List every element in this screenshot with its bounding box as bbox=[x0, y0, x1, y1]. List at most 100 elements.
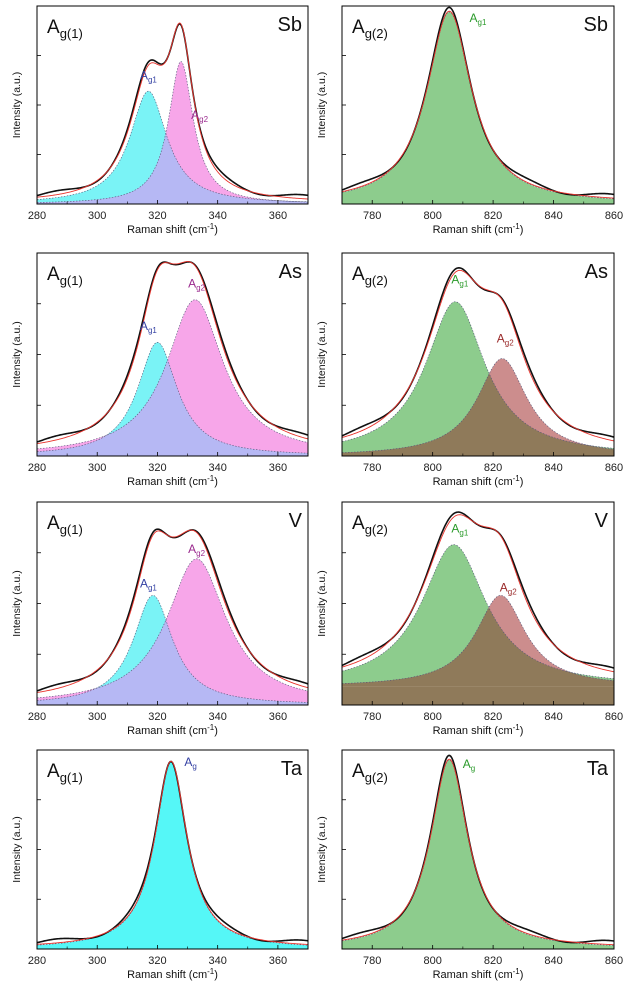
component-outline-g1 bbox=[342, 544, 614, 679]
x-tick-label: 840 bbox=[544, 955, 562, 967]
peak-label-g1: Ag1 bbox=[470, 11, 487, 27]
peak-label-g2: Ag2 bbox=[500, 580, 517, 596]
x-tick-label: 340 bbox=[208, 711, 226, 723]
panel-ta-ag1: 280 300 320 340 360 Raman shift (cm-1) Intensi… bbox=[11, 749, 309, 981]
component-outline-g2 bbox=[342, 358, 614, 453]
component-outline-g2 bbox=[37, 299, 308, 450]
x-tick-label: 820 bbox=[484, 955, 502, 967]
x-tick-label: 860 bbox=[605, 462, 623, 474]
y-axis-label: Intensity (a.u.) bbox=[11, 72, 23, 139]
y-axis-label: Intensity (a.u.) bbox=[316, 72, 328, 139]
plot-area bbox=[342, 511, 614, 705]
component-fill-g1 bbox=[342, 11, 614, 204]
mode-label: Ag(2) bbox=[352, 761, 388, 785]
overlap-fill bbox=[342, 608, 614, 687]
fit-spectrum-line bbox=[342, 758, 614, 946]
x-tick-label: 860 bbox=[605, 711, 623, 723]
y-axis-label: Intensity (a.u.) bbox=[316, 816, 328, 883]
peak-label-g: Ag bbox=[184, 755, 196, 771]
x-tick-label: 800 bbox=[423, 210, 441, 222]
peak-label-g2: Ag2 bbox=[497, 331, 514, 347]
panel-v-ag2: 780 800 820 840 860 Raman shift (cm-1) Intensi… bbox=[316, 501, 623, 737]
plot-area bbox=[342, 6, 614, 204]
element-label: As bbox=[279, 261, 302, 283]
panel-as-ag1: 280 300 320 340 360 Raman shift (cm-1) Intensi… bbox=[11, 252, 309, 488]
x-tick-label: 280 bbox=[28, 955, 46, 967]
fit-spectrum-line bbox=[37, 760, 308, 945]
x-axis-label: Raman shift (cm-1) bbox=[127, 723, 218, 737]
peak-label-g1: Ag1 bbox=[451, 521, 468, 537]
peak-label-g2: Ag2 bbox=[188, 542, 205, 558]
x-tick-label: 280 bbox=[28, 462, 46, 474]
x-axis-label: Raman shift (cm-1) bbox=[433, 474, 524, 488]
x-tick-label: 280 bbox=[28, 210, 46, 222]
x-tick-label: 840 bbox=[544, 711, 562, 723]
panel-v-ag1: 280 300 320 340 360 Raman shift (cm-1) Intensi… bbox=[11, 501, 309, 737]
peak-label-g: Ag bbox=[463, 757, 475, 773]
x-tick-label: 780 bbox=[363, 955, 381, 967]
x-axis-label: Raman shift (cm-1) bbox=[433, 967, 524, 981]
x-tick-label: 280 bbox=[28, 711, 46, 723]
peak-label-g2: Ag2 bbox=[191, 108, 208, 124]
element-label: V bbox=[289, 510, 303, 532]
element-label: Sb bbox=[278, 14, 302, 36]
x-tick-label: 320 bbox=[148, 955, 166, 967]
plot-area bbox=[342, 267, 614, 456]
x-tick-label: 300 bbox=[88, 955, 106, 967]
x-tick-label: 820 bbox=[484, 711, 502, 723]
y-axis-label: Intensity (a.u.) bbox=[11, 321, 23, 388]
panel-as-ag2: 780 800 820 840 860 Raman shift (cm-1) Intensi… bbox=[316, 252, 623, 488]
mode-label: Ag(2) bbox=[352, 513, 388, 537]
x-tick-label: 360 bbox=[269, 955, 287, 967]
x-tick-label: 360 bbox=[269, 462, 287, 474]
fit-spectrum-line bbox=[342, 269, 614, 442]
y-axis-label: Intensity (a.u.) bbox=[316, 570, 328, 637]
y-axis-label: Intensity (a.u.) bbox=[11, 816, 23, 883]
fit-spectrum-line bbox=[342, 10, 614, 199]
x-tick-label: 820 bbox=[484, 210, 502, 222]
component-outline-g1 bbox=[37, 90, 308, 203]
component-fill-g2 bbox=[37, 558, 308, 705]
y-axis-label: Intensity (a.u.) bbox=[11, 570, 23, 637]
component-outline-g2 bbox=[342, 595, 614, 684]
overlap-fill bbox=[37, 133, 308, 204]
peak-label-g1: Ag1 bbox=[140, 68, 157, 84]
x-tick-label: 780 bbox=[363, 711, 381, 723]
x-axis-label: Raman shift (cm-1) bbox=[127, 474, 218, 488]
x-axis-label: Raman shift (cm-1) bbox=[433, 723, 524, 737]
plot-area bbox=[37, 261, 308, 456]
mode-label: Ag(1) bbox=[47, 761, 83, 785]
peak-label-g1: Ag1 bbox=[451, 272, 468, 288]
mode-label: Ag(1) bbox=[47, 513, 83, 537]
component-fill-g1 bbox=[342, 544, 614, 687]
x-tick-label: 800 bbox=[423, 462, 441, 474]
overlap-fill bbox=[37, 360, 308, 456]
component-fill-g2 bbox=[37, 61, 308, 204]
plot-area bbox=[37, 528, 308, 705]
fit-spectrum-line bbox=[342, 514, 614, 673]
x-tick-label: 340 bbox=[208, 955, 226, 967]
measured-spectrum-line bbox=[37, 261, 308, 443]
element-label: Ta bbox=[587, 758, 609, 780]
x-tick-label: 340 bbox=[208, 462, 226, 474]
peak-label-g1: Ag1 bbox=[140, 576, 157, 592]
panel-sb-ag2: 780 800 820 840 860 Raman shift (cm-1) Intensi… bbox=[316, 5, 623, 236]
x-tick-label: 800 bbox=[423, 711, 441, 723]
component-outline-g1 bbox=[342, 301, 614, 449]
element-label: V bbox=[595, 510, 609, 532]
plot-area bbox=[37, 22, 308, 204]
x-axis-label: Raman shift (cm-1) bbox=[433, 222, 524, 236]
component-outline-g2 bbox=[37, 61, 308, 203]
x-tick-label: 300 bbox=[88, 462, 106, 474]
component-outline-g1 bbox=[37, 342, 308, 454]
x-tick-label: 780 bbox=[363, 210, 381, 222]
x-tick-label: 860 bbox=[605, 955, 623, 967]
component-fill-g bbox=[37, 762, 308, 949]
x-tick-label: 360 bbox=[269, 210, 287, 222]
component-outline-g bbox=[37, 761, 308, 946]
baseline-band bbox=[342, 686, 614, 705]
overlap-fill bbox=[342, 373, 614, 456]
y-axis-label: Intensity (a.u.) bbox=[316, 321, 328, 388]
x-axis-label: Raman shift (cm-1) bbox=[127, 967, 218, 981]
